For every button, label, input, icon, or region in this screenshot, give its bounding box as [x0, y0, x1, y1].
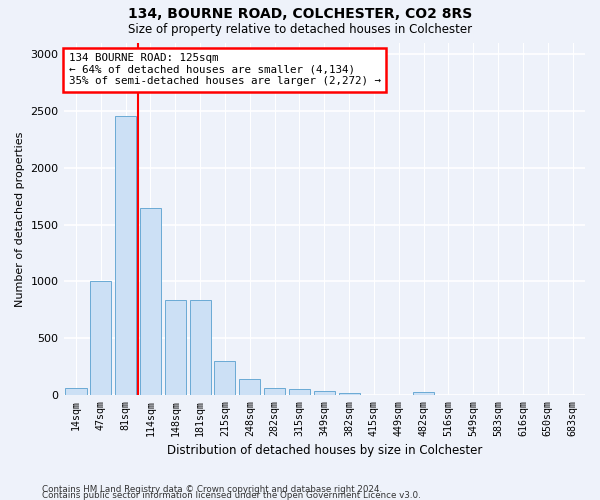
Text: Contains HM Land Registry data © Crown copyright and database right 2024.: Contains HM Land Registry data © Crown c… [42, 485, 382, 494]
Bar [438, 394, 459, 396]
Bar [165, 300, 186, 396]
Text: Contains public sector information licensed under the Open Government Licence v3: Contains public sector information licen… [42, 491, 421, 500]
Bar [314, 392, 335, 396]
Bar [90, 282, 112, 396]
Bar [115, 116, 136, 396]
Text: 134 BOURNE ROAD: 125sqm
← 64% of detached houses are smaller (4,134)
35% of semi: 134 BOURNE ROAD: 125sqm ← 64% of detache… [69, 53, 381, 86]
Bar [264, 388, 285, 396]
Bar [338, 393, 359, 396]
Bar [214, 361, 235, 396]
Y-axis label: Number of detached properties: Number of detached properties [15, 131, 25, 306]
Bar [289, 389, 310, 396]
Bar [140, 208, 161, 396]
Bar [413, 392, 434, 396]
Text: 134, BOURNE ROAD, COLCHESTER, CO2 8RS: 134, BOURNE ROAD, COLCHESTER, CO2 8RS [128, 8, 472, 22]
Text: Size of property relative to detached houses in Colchester: Size of property relative to detached ho… [128, 22, 472, 36]
X-axis label: Distribution of detached houses by size in Colchester: Distribution of detached houses by size … [167, 444, 482, 458]
Bar [65, 388, 86, 396]
Bar [190, 300, 211, 396]
Bar [239, 380, 260, 396]
